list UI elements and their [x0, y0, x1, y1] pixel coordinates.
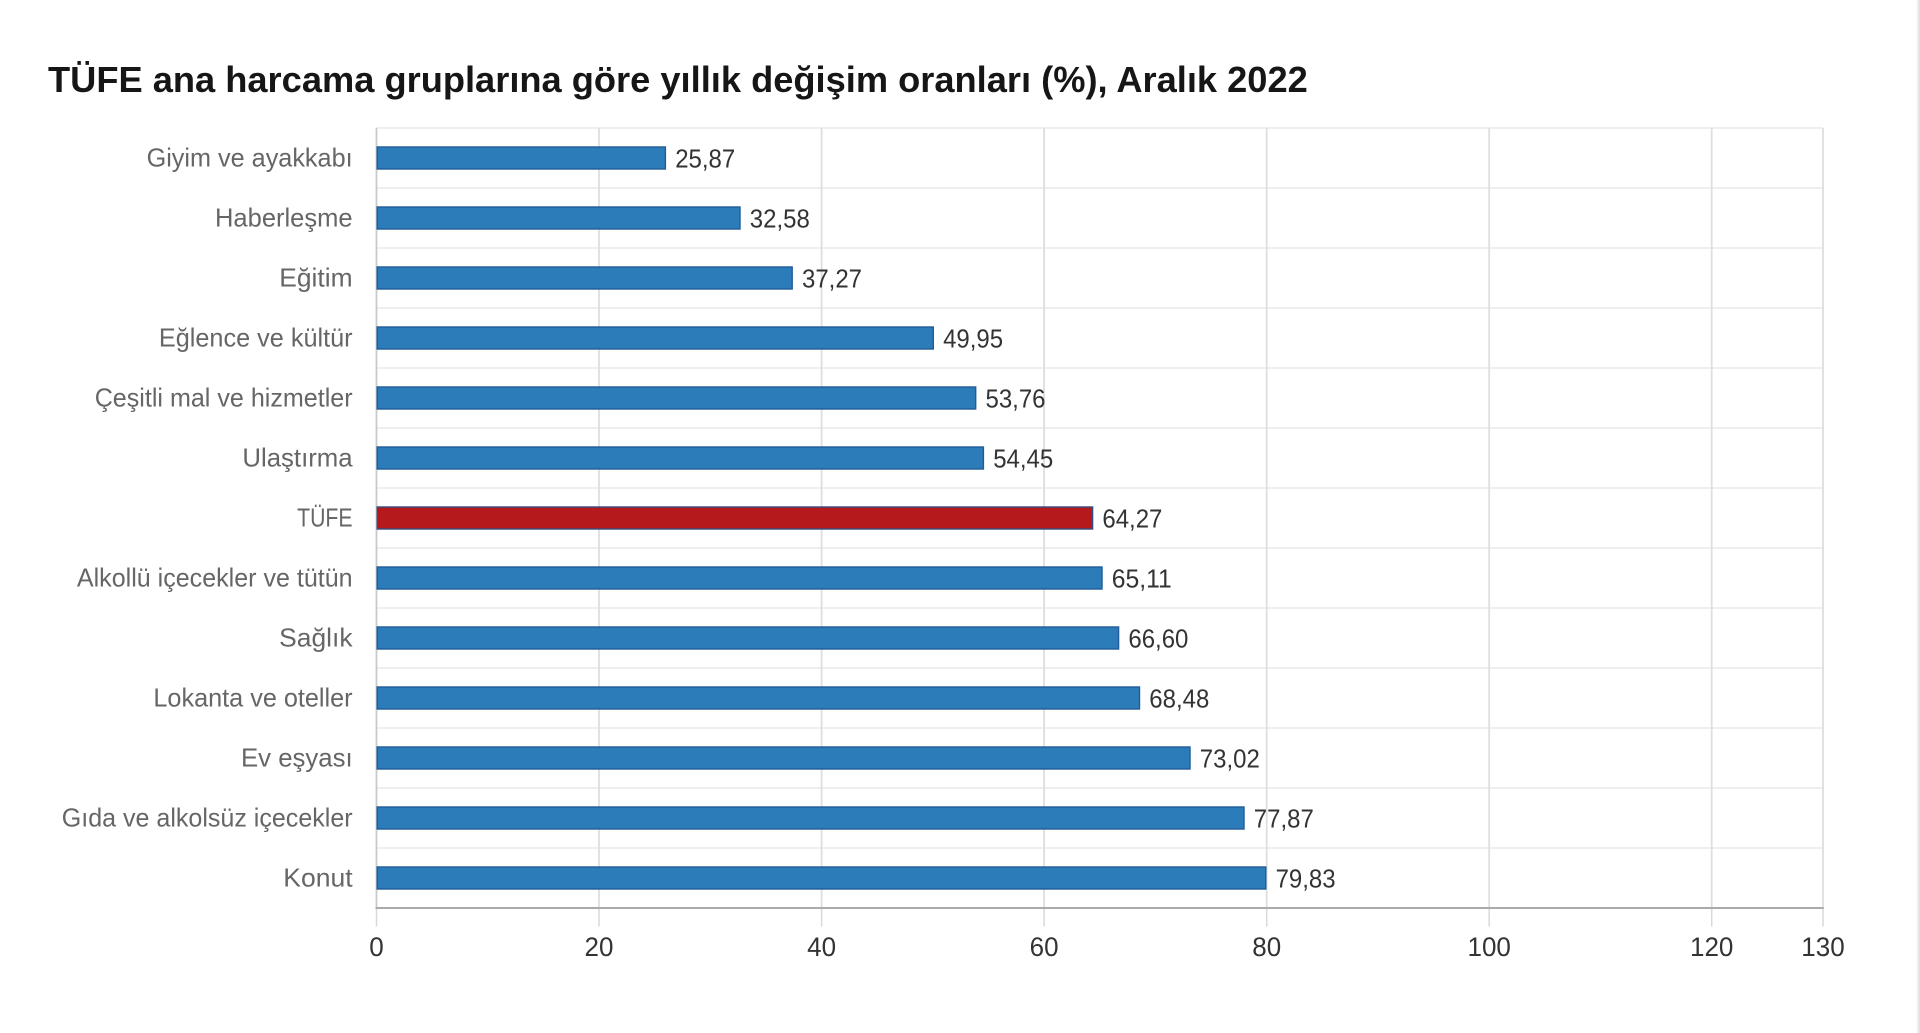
svg-text:Gıda ve alkolsüz içecekler: Gıda ve alkolsüz içecekler [62, 803, 353, 833]
svg-text:20: 20 [585, 932, 614, 962]
svg-text:Konut: Konut [283, 863, 353, 893]
svg-text:Eğlence ve kültür: Eğlence ve kültür [159, 323, 353, 353]
svg-text:77,87: 77,87 [1254, 804, 1314, 834]
svg-text:Çeşitli mal ve hizmetler: Çeşitli mal ve hizmetler [95, 383, 353, 413]
svg-text:TÜFE: TÜFE [297, 503, 353, 533]
svg-text:Alkollü içecekler ve tütün: Alkollü içecekler ve tütün [77, 563, 353, 593]
svg-text:40: 40 [807, 932, 836, 962]
svg-text:120: 120 [1690, 932, 1733, 962]
svg-text:66,60: 66,60 [1128, 624, 1188, 654]
svg-text:65,11: 65,11 [1112, 564, 1172, 594]
svg-text:Sağlık: Sağlık [279, 623, 353, 653]
svg-text:Lokanta ve oteller: Lokanta ve oteller [153, 683, 353, 713]
svg-text:54,45: 54,45 [993, 444, 1053, 474]
svg-text:Ev eşyası: Ev eşyası [241, 743, 353, 773]
svg-text:73,02: 73,02 [1200, 744, 1260, 774]
svg-text:Ulaştırma: Ulaştırma [242, 443, 353, 473]
svg-text:68,48: 68,48 [1149, 684, 1209, 714]
svg-text:Haberleşme: Haberleşme [215, 203, 353, 233]
svg-text:Eğitim: Eğitim [279, 263, 352, 293]
svg-text:100: 100 [1468, 932, 1511, 962]
svg-text:53,76: 53,76 [986, 384, 1046, 414]
svg-text:80: 80 [1252, 932, 1281, 962]
svg-text:49,95: 49,95 [943, 324, 1003, 354]
svg-text:32,58: 32,58 [750, 204, 810, 234]
svg-text:25,87: 25,87 [675, 144, 735, 174]
svg-text:Giyim ve ayakkabı: Giyim ve ayakkabı [147, 143, 353, 173]
svg-text:TÜFE ana harcama gruplarına gö: TÜFE ana harcama gruplarına göre yıllık … [48, 59, 1308, 100]
svg-text:130: 130 [1801, 932, 1844, 962]
svg-text:79,83: 79,83 [1276, 864, 1336, 894]
svg-text:60: 60 [1030, 932, 1059, 962]
svg-text:0: 0 [369, 932, 384, 962]
svg-text:64,27: 64,27 [1102, 504, 1162, 534]
svg-text:37,27: 37,27 [802, 264, 862, 294]
